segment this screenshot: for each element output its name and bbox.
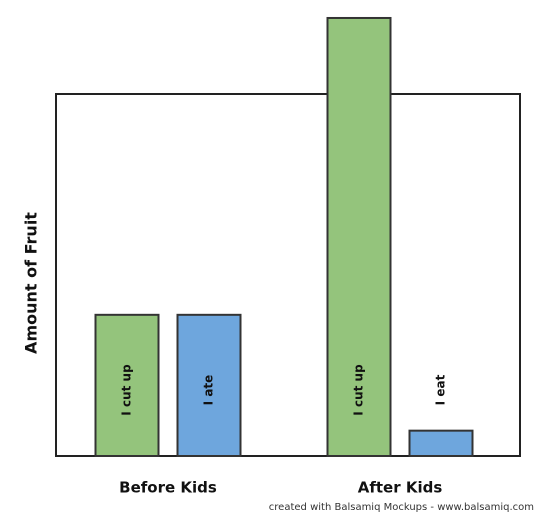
- x-tick-label: After Kids: [358, 479, 443, 497]
- bar-label: I ate: [202, 375, 216, 406]
- bar-label: I eat: [434, 374, 448, 405]
- bar: [408, 429, 474, 458]
- plot-frame: [55, 93, 521, 457]
- bar-label: I cut up: [120, 364, 134, 416]
- y-axis-label: Amount of Fruit: [22, 212, 41, 354]
- bar: [94, 313, 160, 457]
- bar: [326, 16, 392, 457]
- footer: created with Balsamiq Mockups - www.bals…: [269, 502, 534, 513]
- bar-label: I cut up: [352, 364, 366, 416]
- x-tick-label: Before Kids: [119, 479, 217, 497]
- bar: [176, 313, 242, 457]
